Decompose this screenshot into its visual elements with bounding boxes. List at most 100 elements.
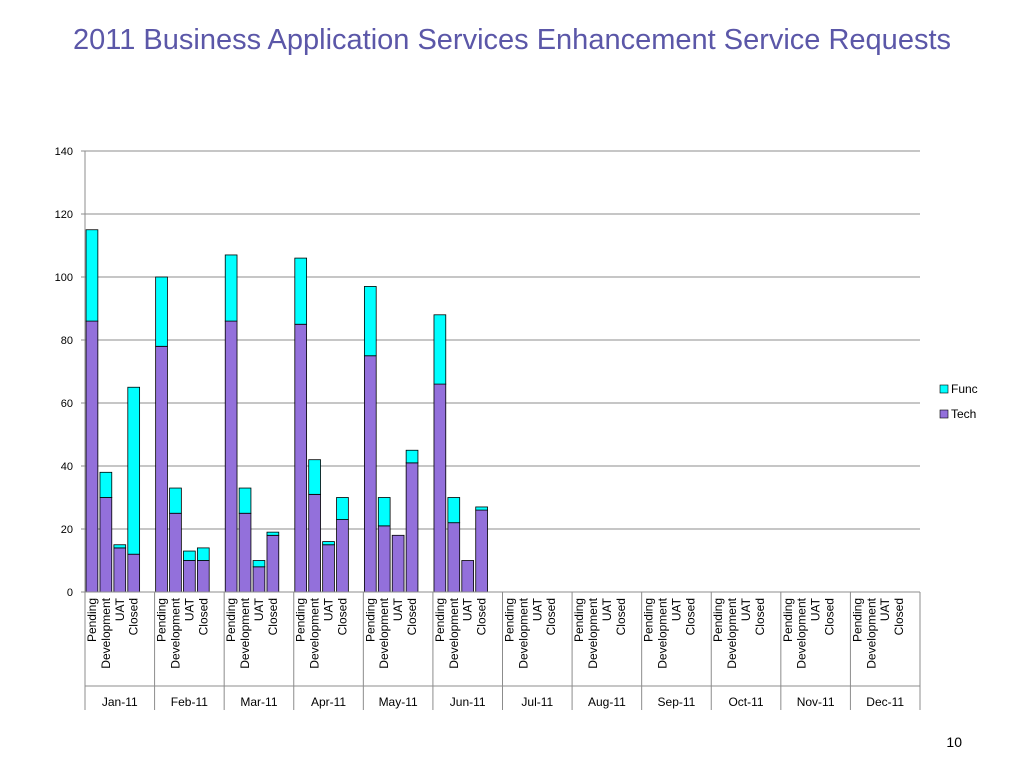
- x-subcategory-label: Pending: [155, 598, 169, 642]
- bar-func: [475, 506, 488, 511]
- x-group-label: Jan-11: [102, 695, 138, 709]
- x-subcategory-label: Closed: [823, 598, 837, 635]
- bar-tech: [308, 493, 321, 593]
- legend-label-tech: Tech: [951, 407, 976, 421]
- x-subcategory-label: Closed: [475, 598, 489, 635]
- x-group-label: Feb-11: [171, 695, 208, 709]
- x-subcategory-label: Pending: [85, 598, 99, 642]
- bar-tech: [475, 509, 488, 593]
- x-subcategory-label: Closed: [335, 598, 349, 635]
- x-subcategory-label: Pending: [850, 598, 864, 642]
- x-group-label: Jun-11: [450, 695, 486, 709]
- x-group-label: Apr-11: [311, 695, 346, 709]
- bar-func: [266, 531, 280, 536]
- bar-tech: [322, 544, 335, 593]
- legend-swatch-tech: [939, 409, 949, 419]
- legend-swatch-func: [939, 384, 949, 394]
- x-subcategory-label: UAT: [739, 597, 753, 621]
- bar-func: [99, 471, 113, 498]
- y-tick-label: 120: [55, 209, 73, 221]
- y-tick-label: 60: [61, 398, 73, 410]
- x-subcategory-label: Development: [99, 597, 113, 668]
- x-subcategory-label: Closed: [196, 598, 210, 635]
- bar-func: [252, 560, 266, 568]
- y-tick-label: 40: [61, 461, 73, 473]
- x-group-label: Jul-11: [521, 695, 553, 709]
- bar-tech: [336, 519, 349, 593]
- x-group-label: Aug-11: [588, 695, 626, 709]
- x-subcategory-label: Development: [238, 597, 252, 668]
- bar-func: [183, 550, 196, 561]
- bar-func: [238, 487, 252, 514]
- bar-tech: [391, 534, 405, 593]
- x-subcategory-label: UAT: [252, 597, 266, 621]
- x-subcategory-label: Development: [516, 597, 530, 668]
- bar-tech: [405, 462, 419, 593]
- x-subcategory-label: Pending: [224, 598, 238, 642]
- bar-func: [363, 286, 377, 357]
- bar-func: [196, 547, 210, 561]
- x-subcategory-label: Pending: [642, 598, 656, 642]
- bar-func: [294, 257, 308, 325]
- x-subcategory-label: UAT: [113, 597, 127, 621]
- x-subcategory-label: UAT: [391, 597, 405, 621]
- bar-tech: [377, 525, 391, 593]
- y-tick-label: 140: [55, 146, 73, 158]
- bar-func: [377, 497, 391, 527]
- x-subcategory-label: UAT: [182, 597, 196, 621]
- slide-title: 2011 Business Application Services Enhan…: [72, 24, 951, 56]
- x-subcategory-label: Closed: [683, 598, 697, 635]
- bar-tech: [363, 355, 377, 593]
- x-subcategory-label: Pending: [502, 598, 516, 642]
- bar-func: [433, 314, 447, 385]
- bar-func: [405, 449, 419, 464]
- bar-func: [113, 544, 127, 549]
- bar-tech: [224, 320, 238, 593]
- bar-func: [322, 541, 335, 546]
- x-subcategory-label: Development: [656, 597, 670, 668]
- bar-tech: [252, 566, 266, 593]
- x-subcategory-label: Development: [447, 597, 461, 668]
- x-subcategory-label: Pending: [711, 598, 725, 642]
- x-subcategory-label: UAT: [322, 597, 336, 621]
- y-tick-label: 20: [61, 524, 73, 536]
- y-tick-label: 100: [55, 272, 73, 284]
- bar-tech: [433, 383, 447, 593]
- x-subcategory-label: UAT: [878, 597, 892, 621]
- x-subcategory-label: UAT: [669, 597, 683, 621]
- bar-tech: [99, 497, 113, 593]
- x-subcategory-label: Pending: [781, 598, 795, 642]
- bar-tech: [113, 547, 127, 593]
- bar-func: [447, 497, 461, 524]
- x-subcategory-label: Development: [864, 597, 878, 668]
- bar-tech: [447, 522, 461, 593]
- bar-func: [336, 497, 349, 520]
- legend-label-func: Func: [951, 382, 978, 396]
- x-subcategory-label: Closed: [892, 598, 906, 635]
- y-tick-label: 80: [61, 335, 73, 347]
- x-subcategory-label: Closed: [127, 598, 141, 635]
- x-subcategory-label: Development: [308, 597, 322, 668]
- x-group-label: Mar-11: [240, 695, 277, 709]
- axes: [81, 150, 921, 710]
- bar-tech: [169, 512, 182, 593]
- bar-func: [85, 229, 99, 322]
- x-subcategory-label: Development: [377, 597, 391, 668]
- legend: Func Tech: [939, 382, 978, 421]
- x-subcategory-label: Development: [795, 597, 809, 668]
- x-subcategory-label: UAT: [461, 597, 475, 621]
- x-group-label: Oct-11: [728, 695, 763, 709]
- bar-func: [308, 459, 321, 495]
- x-subcategory-label: Development: [586, 597, 600, 668]
- x-subcategory-label: Pending: [433, 598, 447, 642]
- x-subcategory-label: Pending: [363, 598, 377, 642]
- x-subcategory-label: UAT: [530, 597, 544, 621]
- x-subcategory-label: Development: [725, 597, 739, 668]
- bar-tech: [461, 560, 475, 593]
- y-tick-label: 0: [67, 587, 73, 599]
- x-subcategory-label: Closed: [614, 598, 628, 635]
- x-subcategory-label: Closed: [405, 598, 419, 635]
- x-subcategory-label: Closed: [544, 598, 558, 635]
- x-subcategory-label: Closed: [753, 598, 767, 635]
